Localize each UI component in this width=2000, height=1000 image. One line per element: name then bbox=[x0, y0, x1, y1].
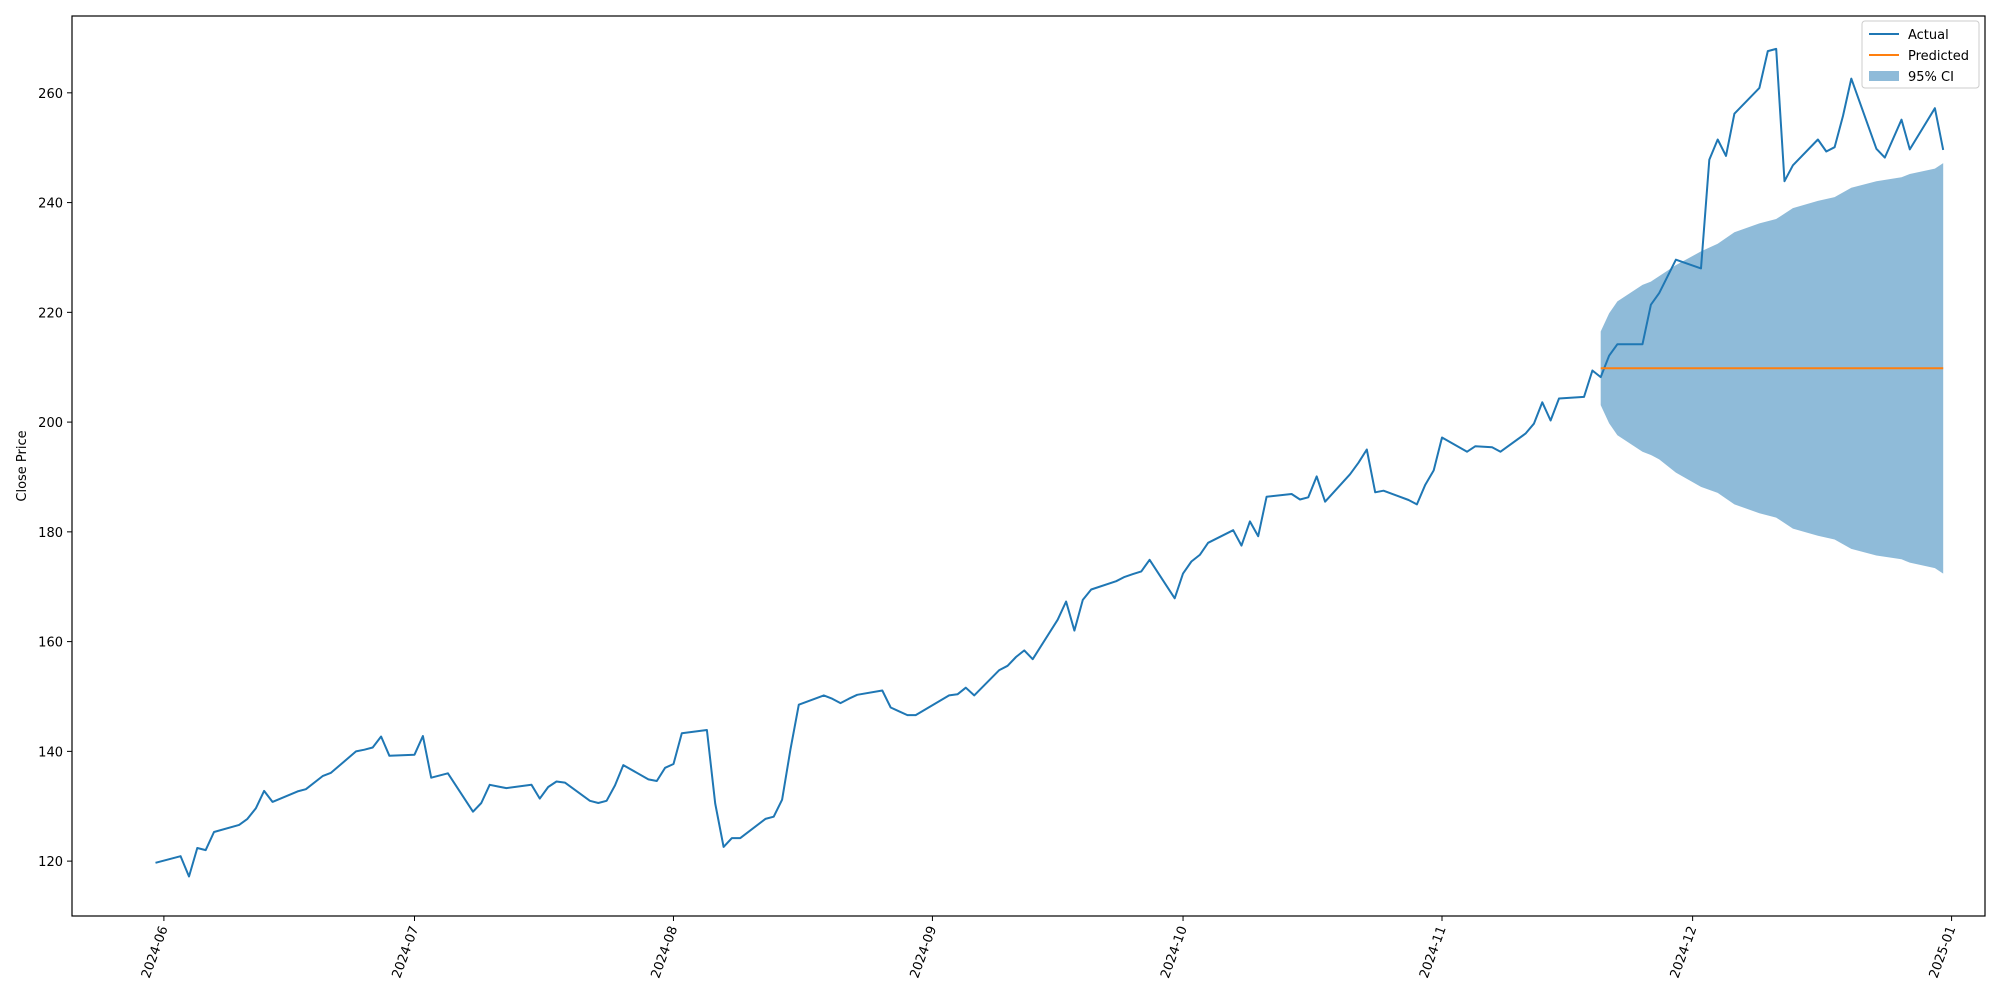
legend: Actual Predicted 95% CI bbox=[1861, 20, 1980, 89]
y-tick-label: 240 bbox=[38, 197, 63, 212]
legend-label-predicted: Predicted bbox=[1908, 49, 1969, 64]
y-tick-label: 180 bbox=[38, 526, 63, 541]
y-axis-label: Close Price bbox=[15, 430, 30, 501]
x-tick-label: 2024-10 bbox=[1158, 924, 1191, 980]
x-tick-label: 2024-11 bbox=[1417, 924, 1450, 980]
series-line-layer bbox=[155, 47, 1945, 878]
x-tick-label: 2024-07 bbox=[390, 924, 423, 980]
legend-label-95-ci: 95% CI bbox=[1908, 70, 1954, 85]
legend-swatch-95-ci bbox=[1869, 71, 1899, 81]
y-tick-label: 120 bbox=[38, 855, 63, 870]
y-tick-label: 220 bbox=[38, 306, 63, 321]
x-axis: 2024-06 2024-07 2024-08 2024-09 2024-10 2024-… bbox=[139, 916, 1959, 980]
x-tick-label: 2024-06 bbox=[139, 924, 172, 980]
x-tick-label: 2024-09 bbox=[908, 924, 941, 980]
x-tick-label: 2025-01 bbox=[1927, 924, 1960, 980]
y-tick-label: 260 bbox=[38, 87, 63, 102]
y-tick-label: 140 bbox=[38, 745, 63, 760]
y-axis: 120 140 160 180 200 220 240 260 bbox=[38, 87, 72, 870]
series-line-actual bbox=[155, 47, 1945, 878]
x-tick-label: 2024-12 bbox=[1668, 924, 1701, 980]
legend-label-actual: Actual bbox=[1908, 28, 1949, 43]
x-tick-label: 2024-08 bbox=[649, 924, 682, 980]
y-tick-label: 160 bbox=[38, 636, 63, 651]
y-tick-label: 200 bbox=[38, 416, 63, 431]
plot-area-frame bbox=[71, 15, 1986, 917]
